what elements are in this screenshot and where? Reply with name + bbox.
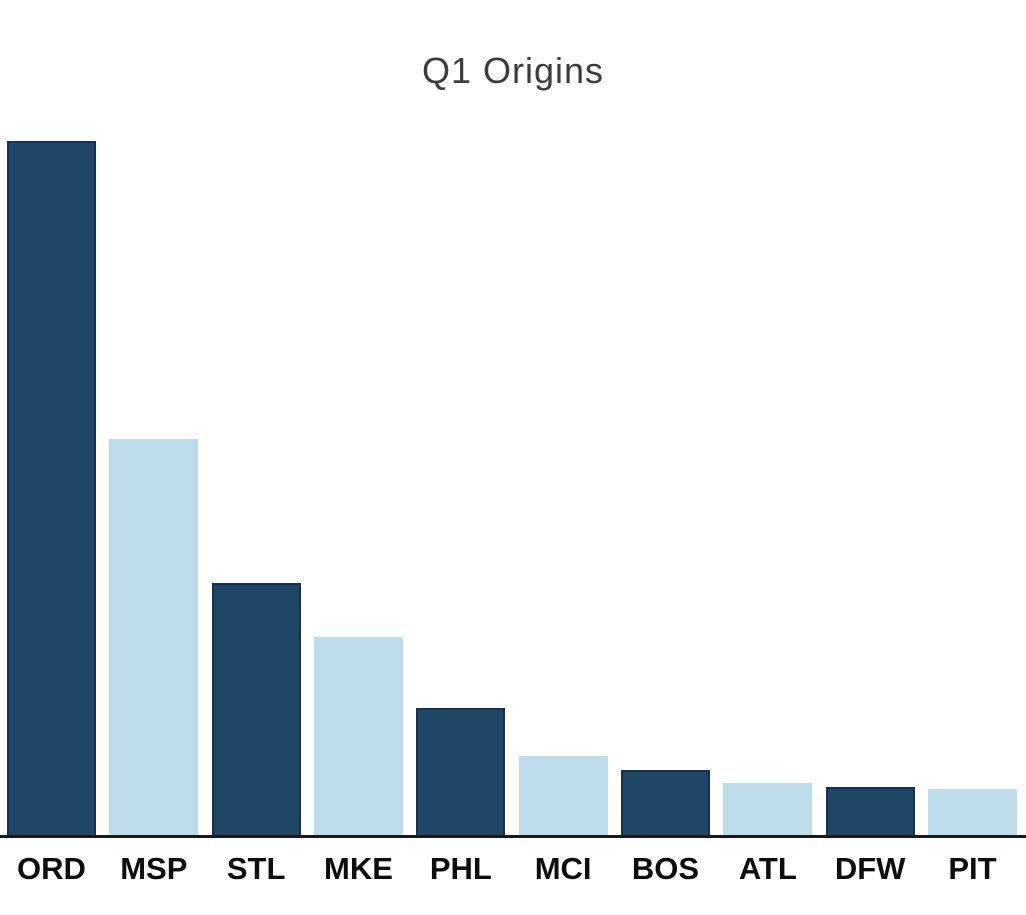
bar-phl xyxy=(416,708,506,836)
x-tick-label-pit: PIT xyxy=(948,851,997,886)
x-tick-label-dfw: DFW xyxy=(834,851,906,886)
bar-msp xyxy=(109,439,199,836)
bar-mke xyxy=(313,637,403,836)
bar-atl xyxy=(723,783,813,836)
x-axis-line xyxy=(0,835,1026,838)
x-tick-label-ord: ORD xyxy=(17,851,86,886)
bar-stl xyxy=(211,583,301,836)
x-tick-label-bos: BOS xyxy=(631,851,700,886)
x-tick-label-phl: PHL xyxy=(429,851,492,886)
x-tick-label-mke: MKE xyxy=(324,851,393,886)
bar-dfw xyxy=(825,787,915,836)
x-tick-label-stl: STL xyxy=(226,851,286,886)
x-axis-labels: ORD MSP STL MKE PHL MCI BOS ATL DFW PIT xyxy=(7,851,1017,887)
plot-area xyxy=(7,0,1017,836)
chart-title: Q1 Origins xyxy=(421,50,605,91)
x-tick-label-atl: ATL xyxy=(738,851,797,886)
bar-bos xyxy=(620,770,710,836)
bar-pit xyxy=(927,789,1017,836)
x-tick-label-mci: MCI xyxy=(534,851,592,886)
bar-mci xyxy=(518,756,608,836)
x-tick-label-msp: MSP xyxy=(120,851,188,886)
bar-ord xyxy=(7,141,96,836)
